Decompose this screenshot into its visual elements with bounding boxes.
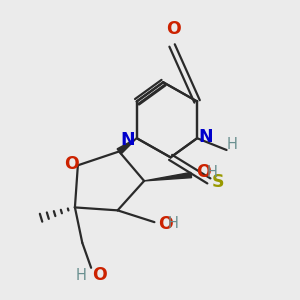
Text: H: H bbox=[167, 216, 178, 231]
Text: H: H bbox=[207, 165, 218, 180]
Polygon shape bbox=[144, 172, 192, 181]
Polygon shape bbox=[117, 138, 137, 154]
Text: O: O bbox=[64, 155, 79, 173]
Text: H: H bbox=[75, 268, 86, 283]
Text: O: O bbox=[93, 266, 107, 284]
Text: O: O bbox=[166, 20, 181, 38]
Text: O: O bbox=[196, 163, 211, 181]
Text: O: O bbox=[158, 214, 173, 232]
Text: N: N bbox=[199, 128, 213, 146]
Text: S: S bbox=[212, 173, 224, 191]
Text: N: N bbox=[121, 131, 135, 149]
Text: H: H bbox=[226, 137, 237, 152]
